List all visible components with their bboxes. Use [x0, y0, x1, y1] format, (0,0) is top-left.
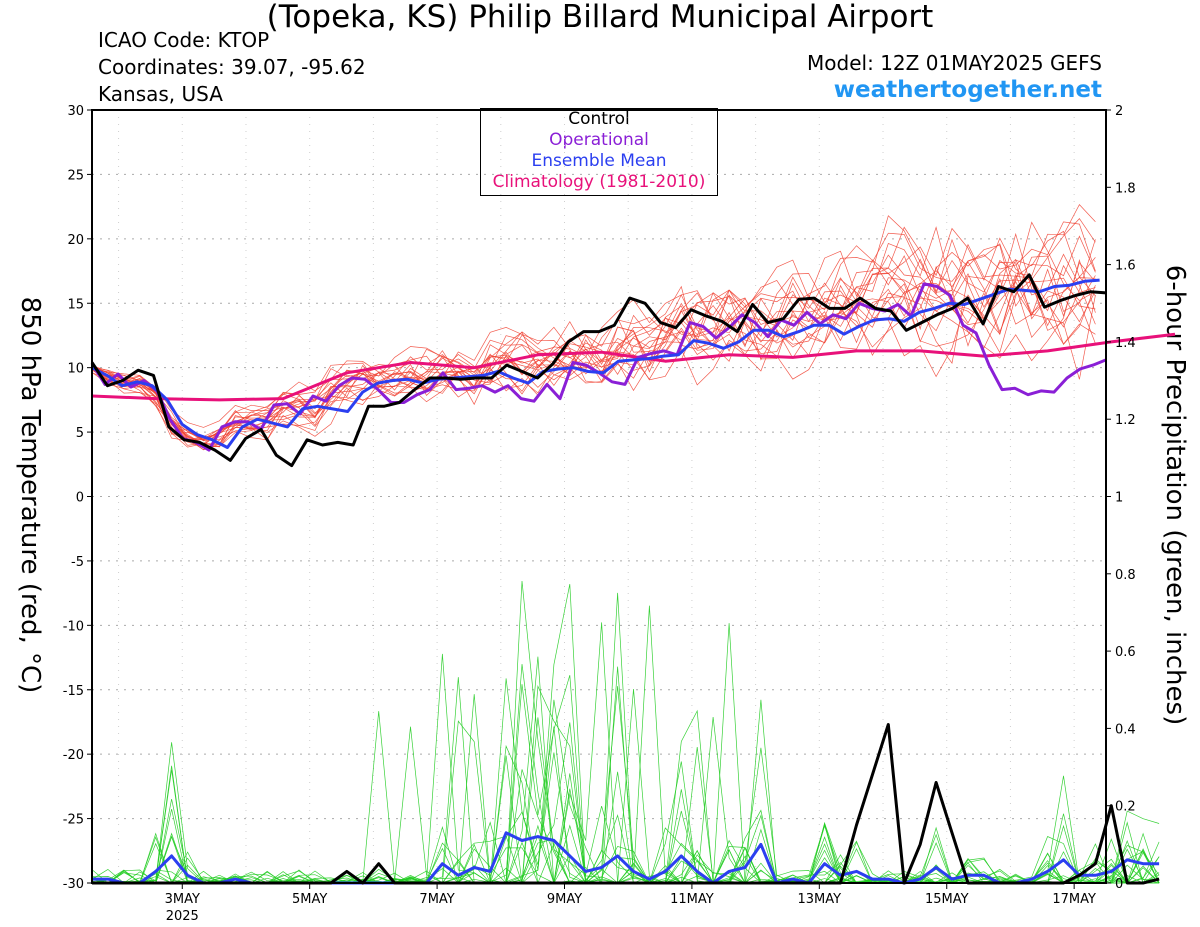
x-tick-label: 5MAY	[292, 892, 327, 907]
y-tick-label: -20	[63, 748, 84, 763]
x-tick-label: 15MAY	[925, 892, 969, 907]
y-tick-label: -15	[63, 684, 84, 699]
y-tick-label: 5	[76, 426, 84, 441]
precip-control-line	[92, 723, 1160, 885]
temp-control-line	[90, 273, 1107, 468]
legend-mean: Ensemble Mean	[531, 151, 667, 171]
y2-tick-label: 0.4	[1115, 722, 1136, 737]
y2-tick-label: 0.2	[1115, 800, 1136, 815]
page-title: (Topeka, KS) Philip Billard Municipal Ai…	[266, 0, 934, 35]
temp-member-line	[91, 226, 1096, 428]
legend-operational: Operational	[549, 130, 649, 150]
x-tick-label: 13MAY	[798, 892, 842, 907]
precip-member-line	[91, 623, 1160, 884]
precip-member-line	[91, 622, 1160, 884]
climatology-line	[91, 332, 1176, 402]
model-run: Model: 12Z 01MAY2025 GEFS	[807, 51, 1102, 75]
y-tick-label: 10	[67, 362, 84, 377]
legend-control: Control	[568, 109, 630, 129]
x-tick-label: 3MAY	[165, 892, 200, 907]
y-tick-label: -5	[71, 555, 84, 570]
temp-mean-line	[91, 278, 1100, 449]
region: Kansas, USA	[98, 82, 223, 106]
y2-tick-label: 1.4	[1115, 336, 1136, 351]
precip-member-line	[91, 677, 1160, 885]
y-tick-label: -10	[63, 619, 84, 634]
precip-member-line	[91, 688, 1160, 884]
y2-tick-label: 2	[1115, 104, 1123, 119]
precip-member-line	[91, 675, 1160, 884]
x-tick-label: 9MAY	[547, 892, 582, 907]
precip-member-line	[91, 584, 1160, 884]
chart-legend: Control Operational Ensemble Mean Climat…	[480, 108, 718, 196]
x-tick-label: 11MAY	[670, 892, 714, 907]
precip-member-line	[91, 605, 1160, 884]
x-year-label: 2025	[166, 909, 199, 924]
y-tick-label: 30	[67, 104, 84, 119]
y2-tick-label: 1.2	[1115, 413, 1136, 428]
y-tick-label: 15	[67, 297, 84, 312]
temp-member-line	[91, 204, 1096, 441]
precip-member-line	[91, 726, 1160, 884]
coordinates: Coordinates: 39.07, -95.62	[98, 55, 366, 79]
y-tick-label: 25	[67, 168, 84, 183]
y-tick-label: -30	[63, 877, 84, 892]
precip-member-line	[91, 720, 1160, 884]
temp-member-line	[91, 221, 1096, 440]
temp-member-line	[91, 278, 1096, 445]
y-tick-label: 20	[67, 233, 84, 248]
icao-code: ICAO Code: KTOP	[98, 28, 270, 52]
y-tick-label: -25	[63, 813, 84, 828]
temp-member-line	[91, 232, 1096, 441]
x-tick-label: 7MAY	[419, 892, 454, 907]
y2-tick-label: 1.6	[1115, 259, 1136, 274]
y-tick-label: 0	[76, 491, 84, 506]
precip-member-line	[92, 699, 1160, 884]
y2-tick-label: 1	[1115, 491, 1123, 506]
y2-tick-label: 1.8	[1115, 181, 1136, 196]
legend-climatology: Climatology (1981-2010)	[492, 172, 706, 192]
temp-member-line	[91, 238, 1096, 451]
site-link[interactable]: weathertogether.net	[833, 77, 1102, 103]
y2-tick-label: 0.8	[1115, 568, 1136, 583]
x-tick-label: 17MAY	[1052, 892, 1096, 907]
y2-tick-label: 0	[1115, 877, 1123, 892]
y2-tick-label: 0.6	[1115, 645, 1136, 660]
